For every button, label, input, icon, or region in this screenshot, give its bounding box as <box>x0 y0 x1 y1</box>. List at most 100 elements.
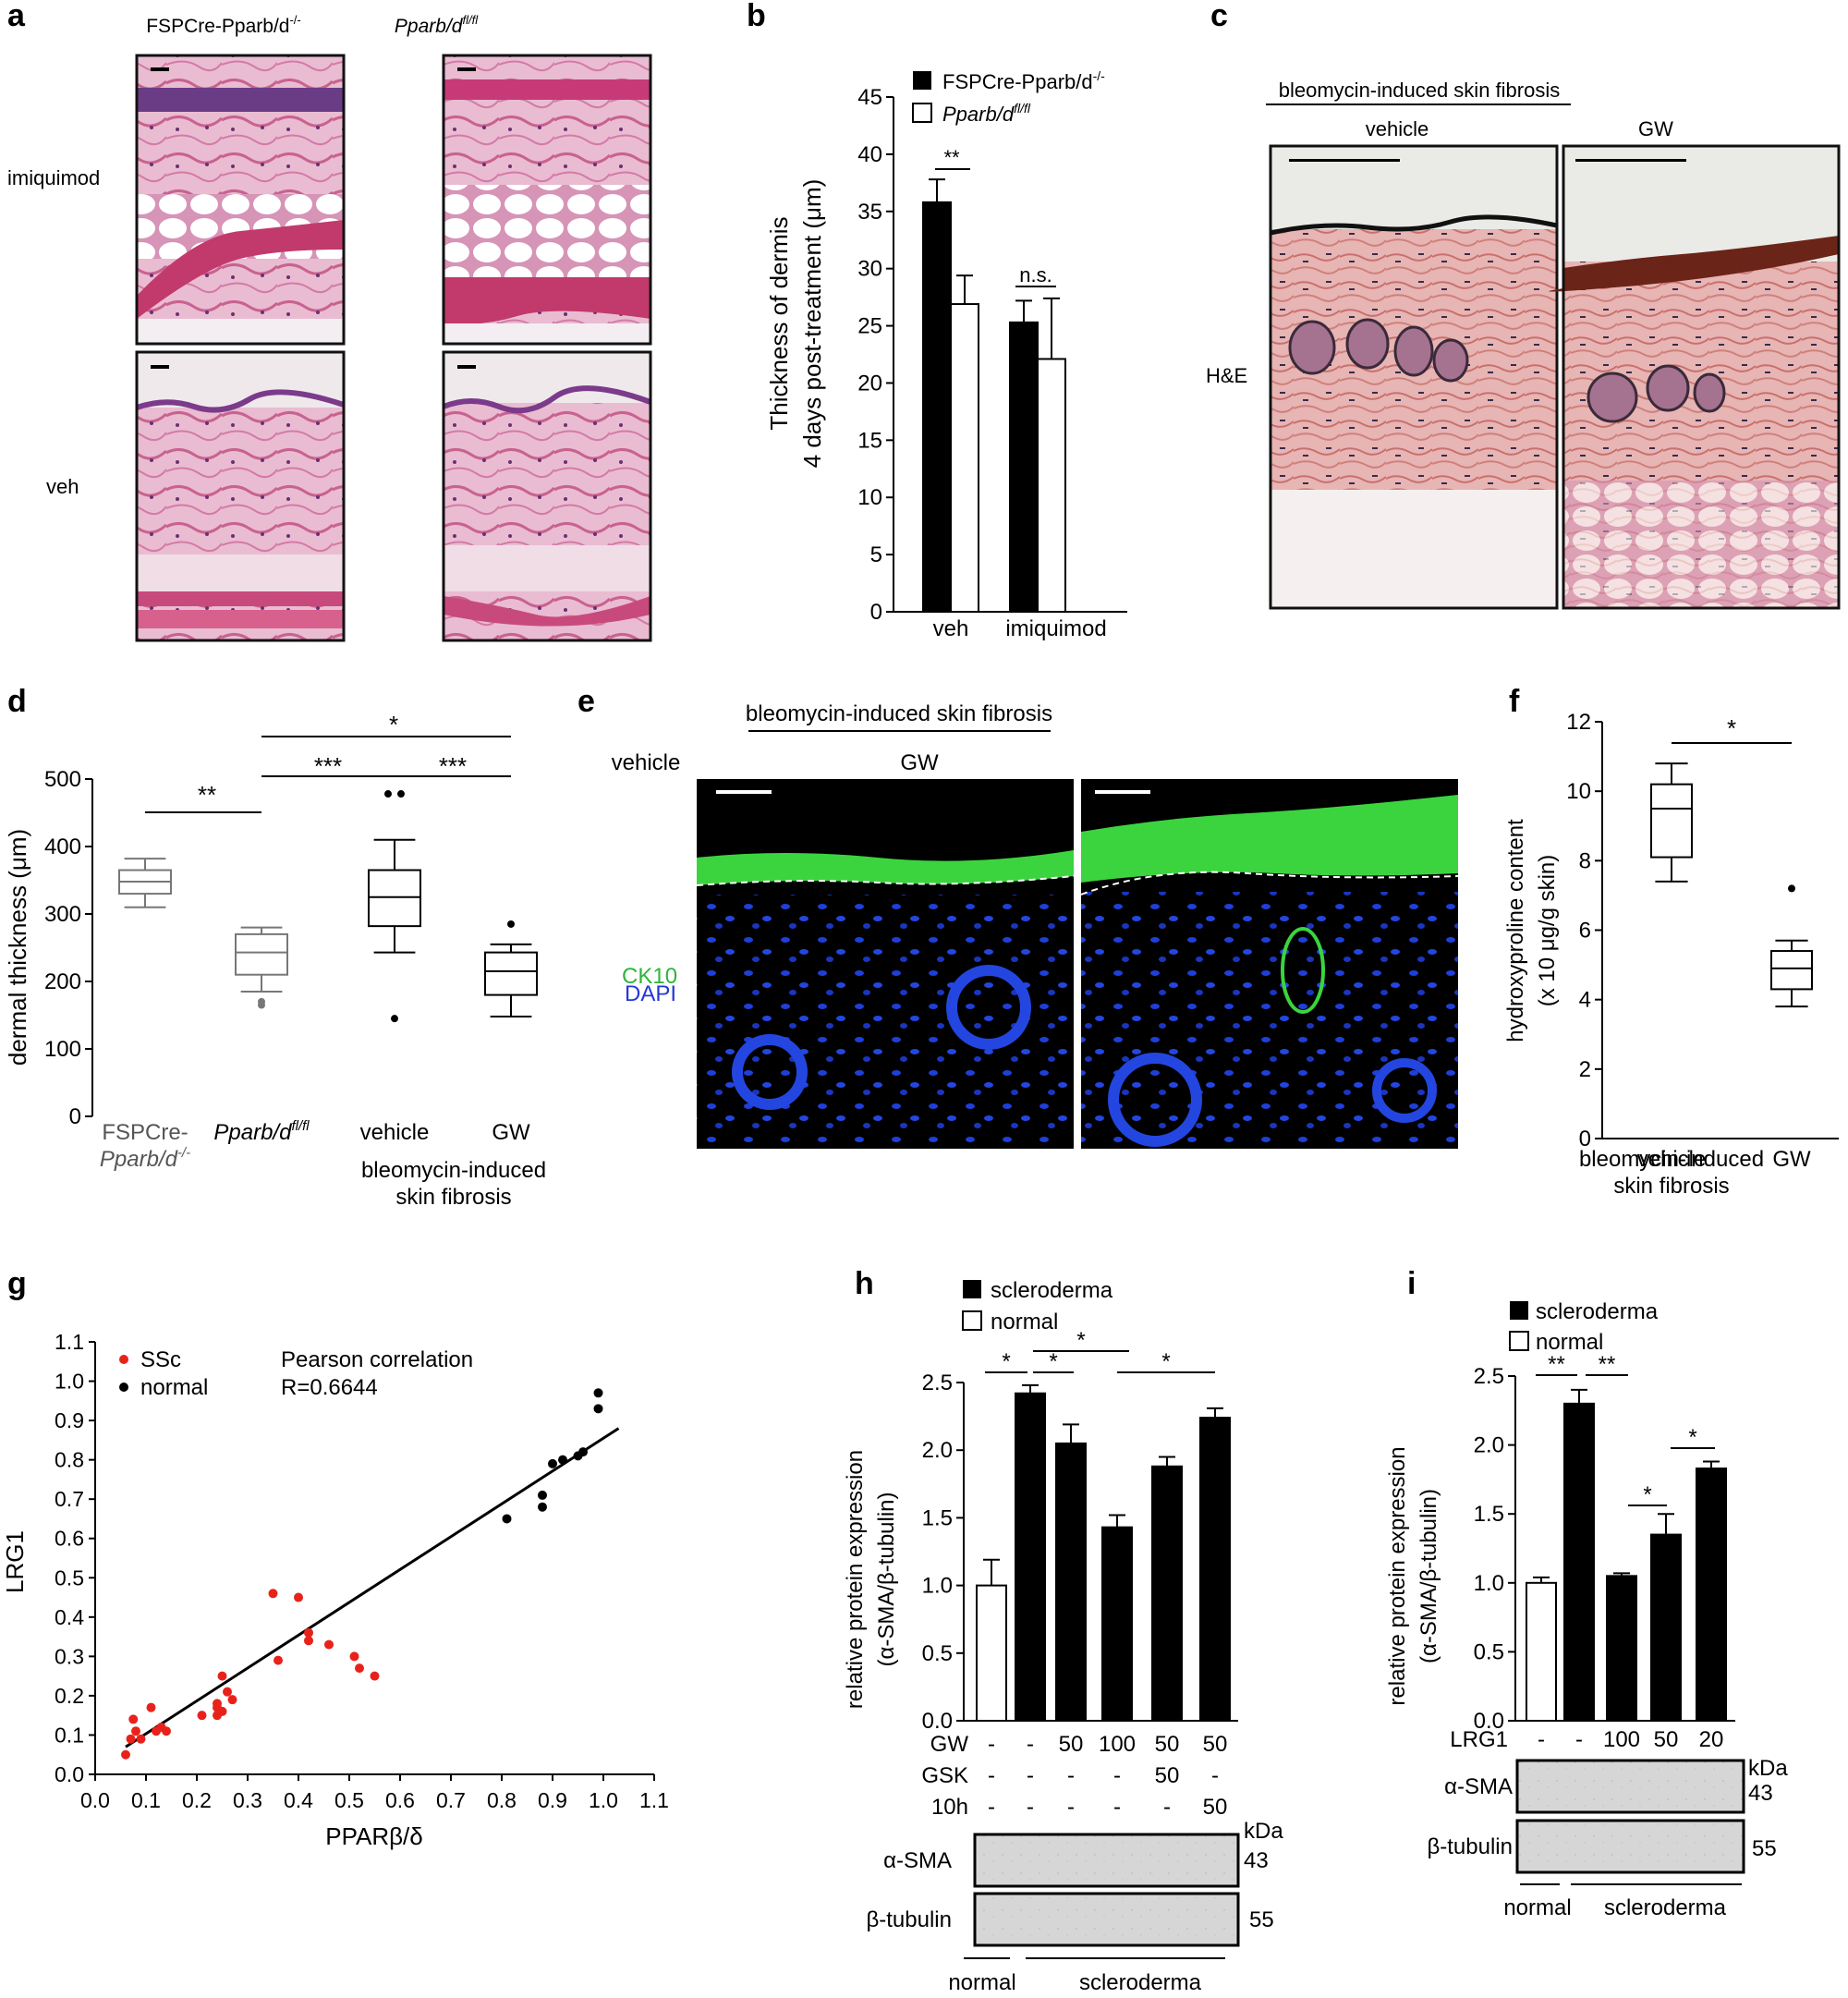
treatment-value-h: 50 <box>1155 1732 1180 1757</box>
chart-h-bar <box>1015 1392 1046 1723</box>
chart-g-point <box>593 1388 603 1398</box>
kda-h: kDa <box>1244 1819 1283 1844</box>
chart-g-y-label: LRG1 <box>1 1530 29 1593</box>
legend-swatch-b-cre <box>913 71 931 90</box>
chart-g-point <box>136 1734 146 1744</box>
chart-b: 0 5 10 15 20 25 30 35 40 45 Thickness of dermis 4 d… <box>765 85 1127 641</box>
chart-d-y-tick-label: 100 <box>44 1037 81 1062</box>
panel-b: b 0 5 10 15 20 25 30 35 40 45 Thickness of dermis 4… <box>747 0 1127 641</box>
chart-i-y-tick-label: 2.5 <box>1474 1364 1504 1389</box>
chart-f-x-label: vehicle <box>1637 1147 1707 1172</box>
chart-g-point <box>217 1706 227 1716</box>
chart-h-y-tick-label: 2.0 <box>922 1438 953 1463</box>
chart-i-y-tick-label: 0.5 <box>1474 1639 1504 1664</box>
treatment-value-i: - <box>1538 1727 1545 1752</box>
chart-h-bar <box>1151 1465 1183 1722</box>
col-label-a-2: Pparb/dfl/fl <box>395 13 479 37</box>
chart-b-bar <box>1009 321 1039 613</box>
row-label-veh: veh <box>46 475 79 498</box>
chart-g-point <box>217 1671 227 1681</box>
chart-d-y-tick-label: 400 <box>44 835 81 859</box>
panel-h: h scleroderma normal 0.0 0.5 1.0 1.5 2.0 2.5 r… <box>843 1266 1283 1995</box>
panel-a: a FSPCre-Pparb/d-/- Pparb/dfl/fl imiquim… <box>7 0 652 642</box>
legend-swatch-i-scl <box>1510 1301 1528 1320</box>
title-e: bleomycin-induced skin fibrosis <box>746 701 1052 726</box>
blot-h-asma <box>973 1833 1240 1888</box>
blot-h-tubulin <box>973 1892 1240 1947</box>
chart-g-y-tick-label: 0.9 <box>55 1408 84 1432</box>
blot-i <box>1515 1759 1745 1874</box>
chart-g-x-tick-label: 0.9 <box>538 1788 567 1812</box>
blot-i-tubulin <box>1515 1819 1745 1874</box>
treatment-value-h: - <box>988 1795 995 1820</box>
chart-g-point <box>294 1592 303 1602</box>
chart-g-point <box>578 1447 588 1457</box>
group-label-d-2: Pparb/dfl/fl <box>213 1118 310 1145</box>
chart-b-y-tick-label: 45 <box>857 85 882 110</box>
chart-h-y-tick-label: 1.5 <box>922 1505 953 1530</box>
chart-d-box <box>368 869 421 928</box>
col-label-c-gw: GW <box>1638 117 1673 140</box>
micrograph-e-vehicle <box>696 779 1075 1149</box>
sig-i: ** <box>1599 1352 1616 1377</box>
chart-g-x-tick-label: 0.1 <box>131 1788 161 1812</box>
legend-swatch-i-norm <box>1509 1331 1529 1351</box>
treatment-value-i: 100 <box>1603 1727 1640 1752</box>
chart-g-point <box>213 1699 222 1709</box>
bottom-label-i-normal: normal <box>1503 1895 1571 1920</box>
chart-d-y-tick-label: 200 <box>44 969 81 994</box>
bottom-label-f-1: bleomycin-induced <box>1579 1147 1764 1172</box>
chart-d-y-tick-label: 300 <box>44 902 81 927</box>
chart-g-point <box>304 1627 313 1638</box>
panel-i: i scleroderma normal 0.0 0.5 1.0 1.5 2.0 2.5 r… <box>1385 1266 1788 1920</box>
chart-b-x-label: imiquimod <box>1005 616 1106 641</box>
legend-label-h-scl: scleroderma <box>991 1278 1113 1303</box>
chart-g-y-tick-label: 1.1 <box>55 1330 84 1354</box>
chart-d-y-tick-label: 500 <box>44 767 81 792</box>
chart-b-y-tick-label: 5 <box>870 542 882 567</box>
chart-i-y-label: (α-SMA/β-tubulin) <box>1416 1489 1441 1663</box>
chart-b-y-tick-label: 20 <box>857 371 882 396</box>
treatment-value-h: - <box>1113 1795 1121 1820</box>
chart-h-bar <box>976 1584 1007 1722</box>
stain-label-ck10: CK10 <box>622 964 677 989</box>
bottom-label-f-2: skin fibrosis <box>1613 1174 1729 1199</box>
chart-g-point <box>538 1502 547 1512</box>
chart-b-y-tick-label: 10 <box>857 485 882 510</box>
treatment-name-i: LRG1 <box>1450 1727 1508 1752</box>
group-label-d-1b: Pparb/d-/- <box>100 1145 190 1172</box>
panel-c: c bleomycin-induced skin fibrosis vehicl… <box>1206 0 1841 610</box>
chart-i: 0.0 0.5 1.0 1.5 2.0 2.5 relative protein expre… <box>1385 1352 1735 1734</box>
chart-h-y-tick-label: 2.5 <box>922 1371 953 1395</box>
treatment-value-h: - <box>988 1763 995 1788</box>
blot-label-i-asma: α-SMA <box>1444 1774 1513 1799</box>
sig-d-4: * <box>389 711 398 738</box>
chart-g-point <box>121 1749 130 1760</box>
chart-b-y-tick-label: 15 <box>857 428 882 453</box>
col-label-a-1: FSPCre-Pparb/d-/- <box>146 13 301 37</box>
blot-label-h-asma: α-SMA <box>883 1848 952 1873</box>
chart-g-x-label: PPARβ/δ <box>325 1822 423 1850</box>
treatment-name-h: GW <box>930 1732 969 1757</box>
legend-label-b-cre: FSPCre-Pparb/d-/- <box>942 68 1105 93</box>
chart-g-point <box>126 1734 136 1744</box>
chart-g-point <box>355 1663 364 1674</box>
chart-g-point <box>223 1687 232 1697</box>
treatment-value-h: - <box>1027 1732 1034 1757</box>
kda-h-55: 55 <box>1249 1907 1274 1932</box>
chart-i-bar <box>1650 1533 1682 1722</box>
micrograph-c-vehicle <box>1269 144 1559 610</box>
chart-h-y-tick-label: 0.5 <box>922 1641 953 1666</box>
chart-f-y-tick-label: 8 <box>1579 848 1591 873</box>
chart-i-bar <box>1696 1467 1727 1722</box>
bottom-label-d-2: skin fibrosis <box>395 1185 511 1210</box>
kda-h-43: 43 <box>1244 1848 1269 1873</box>
sig-i: ** <box>1548 1352 1565 1377</box>
treatment-value-h: - <box>1027 1763 1034 1788</box>
chart-g-point <box>349 1651 359 1662</box>
chart-i-y-label: relative protein expression <box>1385 1446 1410 1705</box>
sig-h: * <box>1161 1349 1170 1374</box>
chart-f-outlier <box>1788 884 1795 893</box>
